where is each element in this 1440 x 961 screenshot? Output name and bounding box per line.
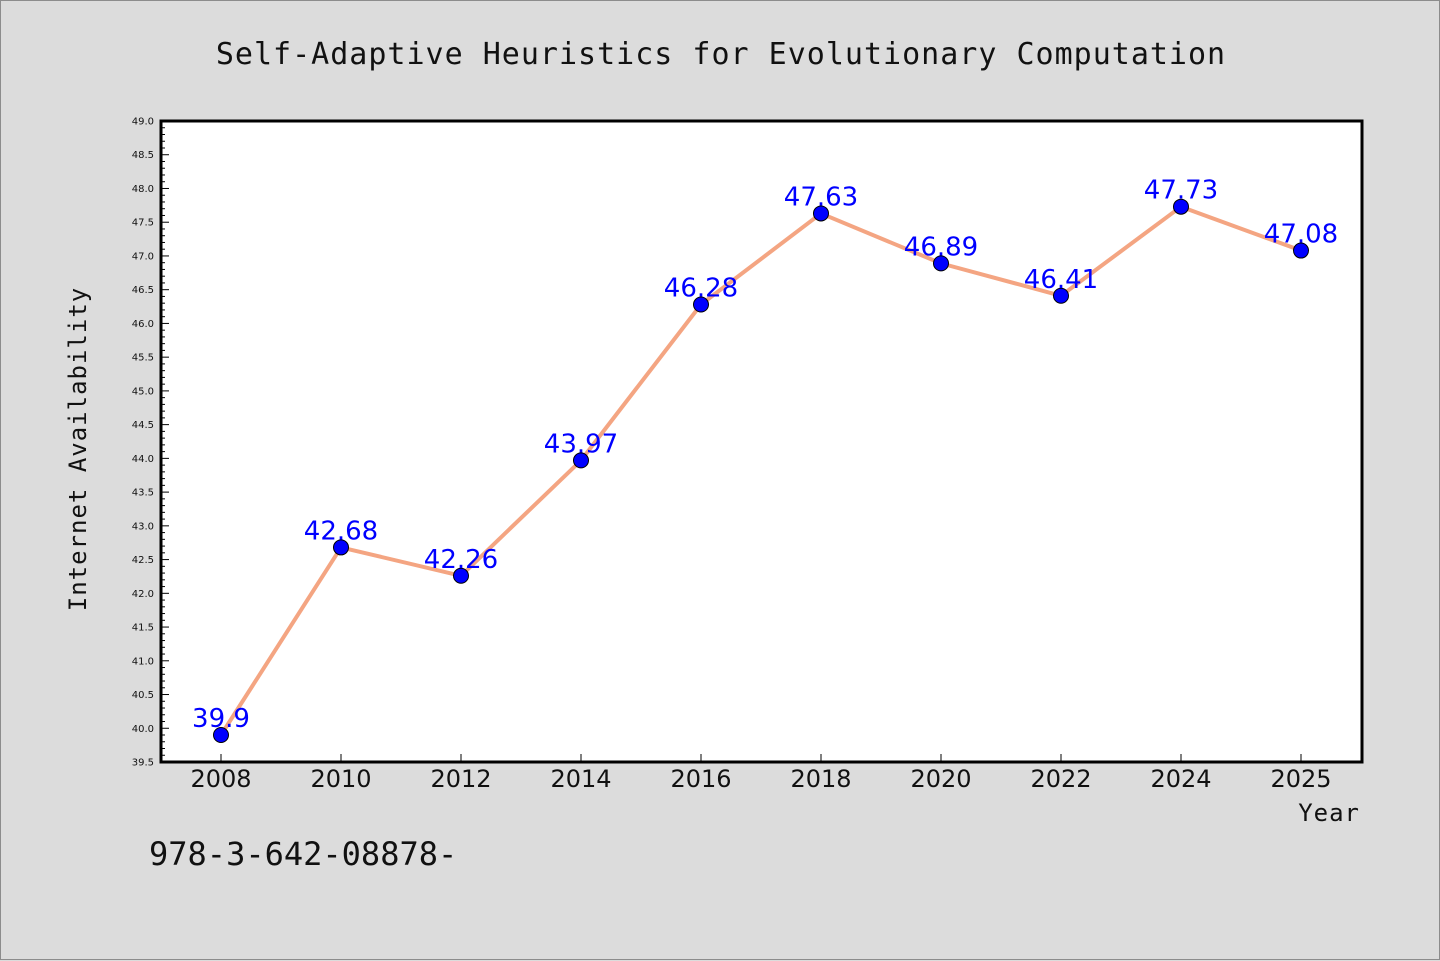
plot-area bbox=[159, 119, 1364, 764]
y-tick-label: 44.5 bbox=[132, 420, 154, 431]
x-tick-label: 2008 bbox=[190, 765, 251, 793]
x-tick-label: 2024 bbox=[1150, 765, 1211, 793]
y-tick-label: 42.0 bbox=[132, 589, 154, 600]
x-tick-label: 2014 bbox=[550, 765, 611, 793]
data-point bbox=[333, 539, 349, 556]
data-label: 47.08 bbox=[1264, 220, 1338, 250]
y-tick-label: 47.0 bbox=[132, 251, 154, 262]
data-point bbox=[693, 296, 709, 313]
data-label: 46.89 bbox=[904, 232, 978, 262]
series-line-group bbox=[219, 204, 1302, 737]
x-tick-label: 2025 bbox=[1270, 765, 1331, 793]
data-point bbox=[453, 567, 469, 584]
data-point bbox=[1293, 242, 1309, 259]
y-tick-label: 44.0 bbox=[132, 454, 154, 465]
x-axis: 2008 2010 2012 2014 2016 2018 2020 2022 2024 2025 bbox=[190, 754, 1332, 793]
y-tick-label: 42.5 bbox=[132, 555, 154, 566]
footnote-isbn: 978-3-642-08878- bbox=[149, 835, 457, 873]
data-label: 43.97 bbox=[544, 429, 618, 459]
data-markers bbox=[213, 198, 1309, 744]
data-labels: 39.9 42.68 42.26 43.97 46.28 47.63 46.89 46.41 4… bbox=[192, 176, 1338, 734]
x-tick-label: 2010 bbox=[310, 765, 371, 793]
y-tick-label: 45.0 bbox=[132, 386, 154, 397]
y-tick-label: 49.0 bbox=[132, 117, 154, 128]
data-label: 39.9 bbox=[192, 704, 250, 734]
y-axis: 39.5 40.0 40.5 41.0 41.5 42.0 42.5 43.0 43.5 44.0… bbox=[132, 117, 169, 769]
data-label: 47.63 bbox=[784, 182, 858, 212]
x-tick-label: 2018 bbox=[790, 765, 851, 793]
data-point bbox=[933, 255, 949, 272]
x-tick-label: 2020 bbox=[910, 765, 971, 793]
chart-title: Self-Adaptive Heuristics for Evolutionar… bbox=[216, 37, 1226, 72]
y-tick-label: 39.5 bbox=[132, 758, 154, 769]
y-tick-label: 48.5 bbox=[132, 150, 154, 161]
y-tick-label: 48.0 bbox=[132, 184, 154, 195]
y-tick-label: 45.5 bbox=[132, 353, 154, 364]
y-tick-label: 47.5 bbox=[132, 218, 154, 229]
y-tick-label: 41.5 bbox=[132, 623, 154, 634]
y-tick-label: 46.0 bbox=[132, 319, 154, 330]
data-point bbox=[1053, 287, 1069, 304]
y-axis-label: Internet Availability bbox=[64, 287, 92, 611]
y-tick-label: 43.0 bbox=[132, 521, 154, 532]
x-tick-label: 2022 bbox=[1030, 765, 1091, 793]
data-label: 42.68 bbox=[304, 516, 378, 546]
data-point bbox=[1173, 198, 1189, 215]
x-tick-label: 2012 bbox=[430, 765, 491, 793]
y-tick-label: 40.5 bbox=[132, 690, 154, 701]
data-point bbox=[213, 727, 229, 744]
x-tick-label: 2016 bbox=[670, 765, 731, 793]
data-label: 46.41 bbox=[1024, 265, 1098, 295]
y-tick-label: 41.0 bbox=[132, 656, 154, 667]
data-label: 46.28 bbox=[664, 274, 738, 304]
y-tick-label: 40.0 bbox=[132, 724, 154, 735]
y-tick-label: 43.5 bbox=[132, 488, 154, 499]
data-label: 47.73 bbox=[1144, 176, 1218, 206]
data-point bbox=[573, 452, 589, 469]
series-line bbox=[219, 204, 1302, 737]
y-tick-label: 46.5 bbox=[132, 285, 154, 296]
data-point bbox=[813, 205, 829, 222]
data-label: 42.26 bbox=[424, 545, 498, 575]
x-axis-label: Year bbox=[1298, 799, 1360, 827]
